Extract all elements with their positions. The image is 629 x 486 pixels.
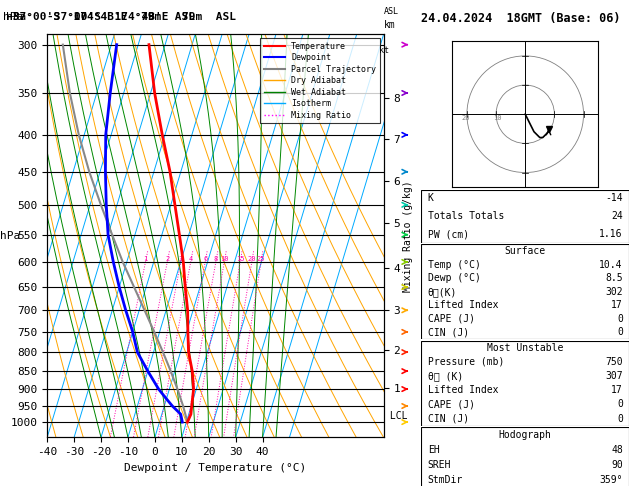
Text: Pressure (mb): Pressure (mb) [428,357,504,367]
Text: SREH: SREH [428,460,451,470]
Text: StmDir: StmDir [428,475,463,485]
Text: 24.04.2024  18GMT (Base: 06): 24.04.2024 18GMT (Base: 06) [421,12,621,25]
Text: Dewp (°C): Dewp (°C) [428,273,481,283]
Text: 359°: 359° [599,475,623,485]
Text: 15: 15 [236,256,245,262]
Y-axis label: Mixing Ratio (g/kg): Mixing Ratio (g/kg) [403,180,413,292]
Text: Lifted Index: Lifted Index [428,300,498,311]
Text: hPa: hPa [3,12,23,22]
Text: CAPE (J): CAPE (J) [428,314,475,324]
Text: ASL: ASL [384,7,399,16]
Text: 48: 48 [611,445,623,455]
Text: LCL: LCL [384,411,407,421]
Text: 20: 20 [248,256,256,262]
Text: Most Unstable: Most Unstable [487,343,564,353]
Text: kt: kt [379,46,389,55]
Text: PW (cm): PW (cm) [428,229,469,239]
Legend: Temperature, Dewpoint, Parcel Trajectory, Dry Adiabat, Wet Adiabat, Isotherm, Mi: Temperature, Dewpoint, Parcel Trajectory… [260,38,379,123]
Text: -37°00'S  174°4B'E  79m  ASL: -37°00'S 174°4B'E 79m ASL [47,12,236,22]
Text: hPa: hPa [6,12,26,22]
Text: 8.5: 8.5 [605,273,623,283]
Text: Lifted Index: Lifted Index [428,385,498,395]
Text: 8: 8 [214,256,218,262]
Text: 0: 0 [617,399,623,410]
Text: 1.16: 1.16 [599,229,623,239]
Text: 10: 10 [493,115,502,121]
Text: 25: 25 [257,256,265,262]
Text: 0: 0 [617,314,623,324]
Text: CAPE (J): CAPE (J) [428,399,475,410]
X-axis label: Dewpoint / Temperature (°C): Dewpoint / Temperature (°C) [125,463,306,473]
Text: 750: 750 [605,357,623,367]
Text: θᴇ (K): θᴇ (K) [428,371,463,381]
Text: 20: 20 [461,115,470,121]
Text: Totals Totals: Totals Totals [428,211,504,221]
Text: -37°00'S  174°4B'E  79m  ASL: -37°00'S 174°4B'E 79m ASL [6,12,195,22]
Text: 3: 3 [179,256,183,262]
Text: Surface: Surface [504,246,546,256]
Text: 10.4: 10.4 [599,260,623,270]
Text: 90: 90 [611,460,623,470]
Text: θᴇ(K): θᴇ(K) [428,287,457,297]
Text: 2: 2 [165,256,169,262]
Text: 10: 10 [220,256,228,262]
Text: Hodograph: Hodograph [499,430,552,440]
Text: 0: 0 [617,328,623,337]
Text: 6: 6 [203,256,208,262]
Text: 0: 0 [617,414,623,424]
Text: CIN (J): CIN (J) [428,328,469,337]
Text: 24: 24 [611,211,623,221]
Text: 17: 17 [611,385,623,395]
Text: hPa: hPa [0,231,20,241]
Text: K: K [428,193,433,204]
Text: km: km [384,20,396,30]
Text: Temp (°C): Temp (°C) [428,260,481,270]
Text: 17: 17 [611,300,623,311]
Text: 307: 307 [605,371,623,381]
Text: 302: 302 [605,287,623,297]
Text: 4: 4 [189,256,193,262]
Text: 1: 1 [143,256,148,262]
Text: CIN (J): CIN (J) [428,414,469,424]
Text: EH: EH [428,445,440,455]
Text: -14: -14 [605,193,623,204]
